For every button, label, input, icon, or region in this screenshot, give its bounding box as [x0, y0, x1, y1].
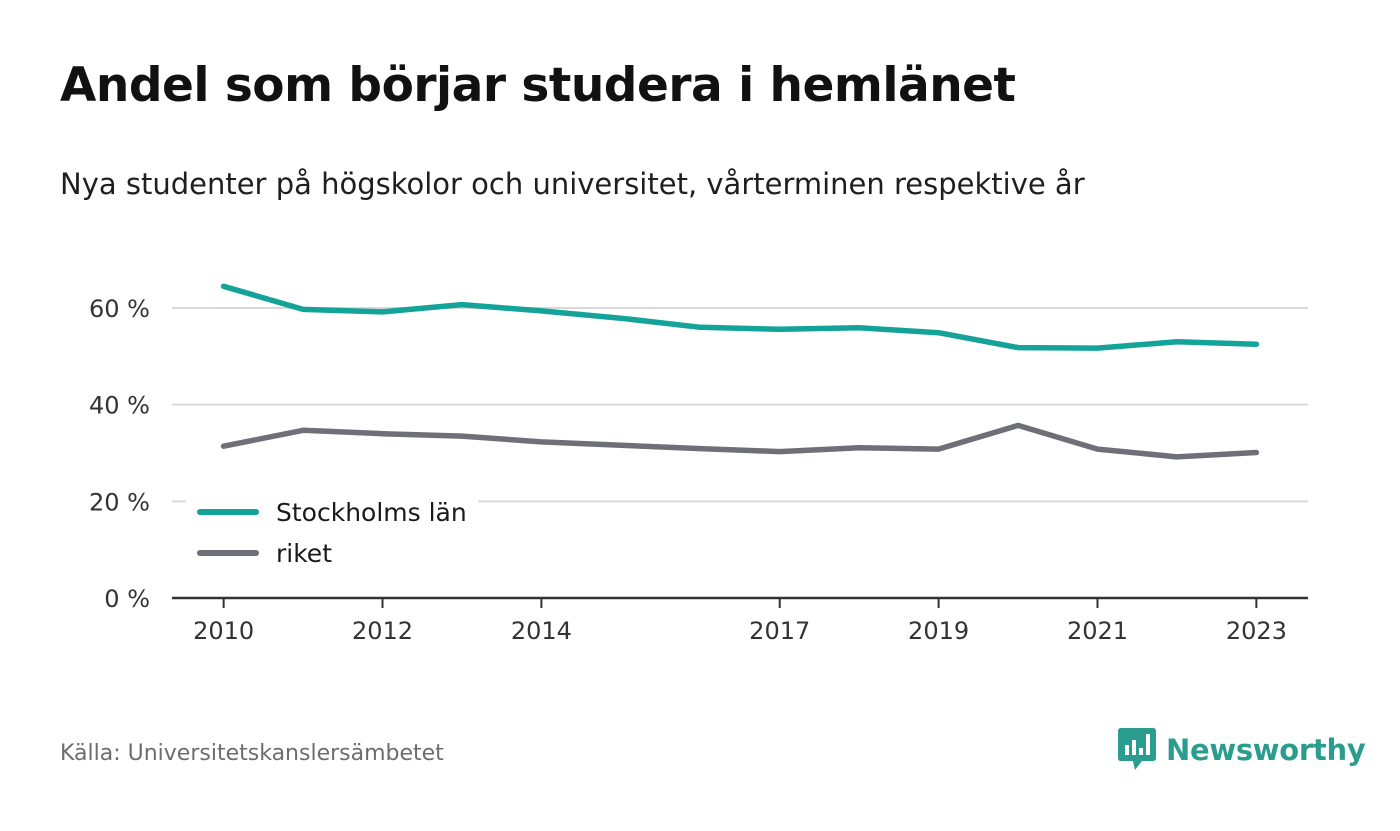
chart-title: Andel som börjar studera i hemlänet	[60, 58, 1016, 113]
x-tick-label: 2023	[1226, 617, 1287, 645]
x-tick-label: 2012	[352, 617, 413, 645]
chart-subtitle: Nya studenter på högskolor och universit…	[60, 167, 1085, 201]
y-tick-label: 20 %	[89, 488, 150, 516]
brand-logo: Newsworthy	[1118, 728, 1366, 772]
y-tick-label: 40 %	[89, 392, 150, 420]
x-tick-label: 2017	[749, 617, 810, 645]
legend-label: riket	[276, 539, 332, 568]
x-tick-label: 2021	[1067, 617, 1128, 645]
y-tick-label: 0 %	[104, 585, 150, 613]
legend-background	[186, 490, 478, 578]
x-tick-label: 2010	[193, 617, 254, 645]
legend-label: Stockholms län	[276, 498, 467, 527]
source-note: Källa: Universitetskanslersämbetet	[60, 741, 444, 766]
newsworthy-logo-icon	[1118, 728, 1156, 770]
x-tick-label: 2014	[511, 617, 572, 645]
y-tick-label: 60 %	[89, 295, 150, 323]
series-line-0	[220, 283, 1260, 351]
brand-name: Newsworthy	[1166, 733, 1366, 767]
x-tick-label: 2019	[908, 617, 969, 645]
series-line-1	[220, 422, 1260, 460]
